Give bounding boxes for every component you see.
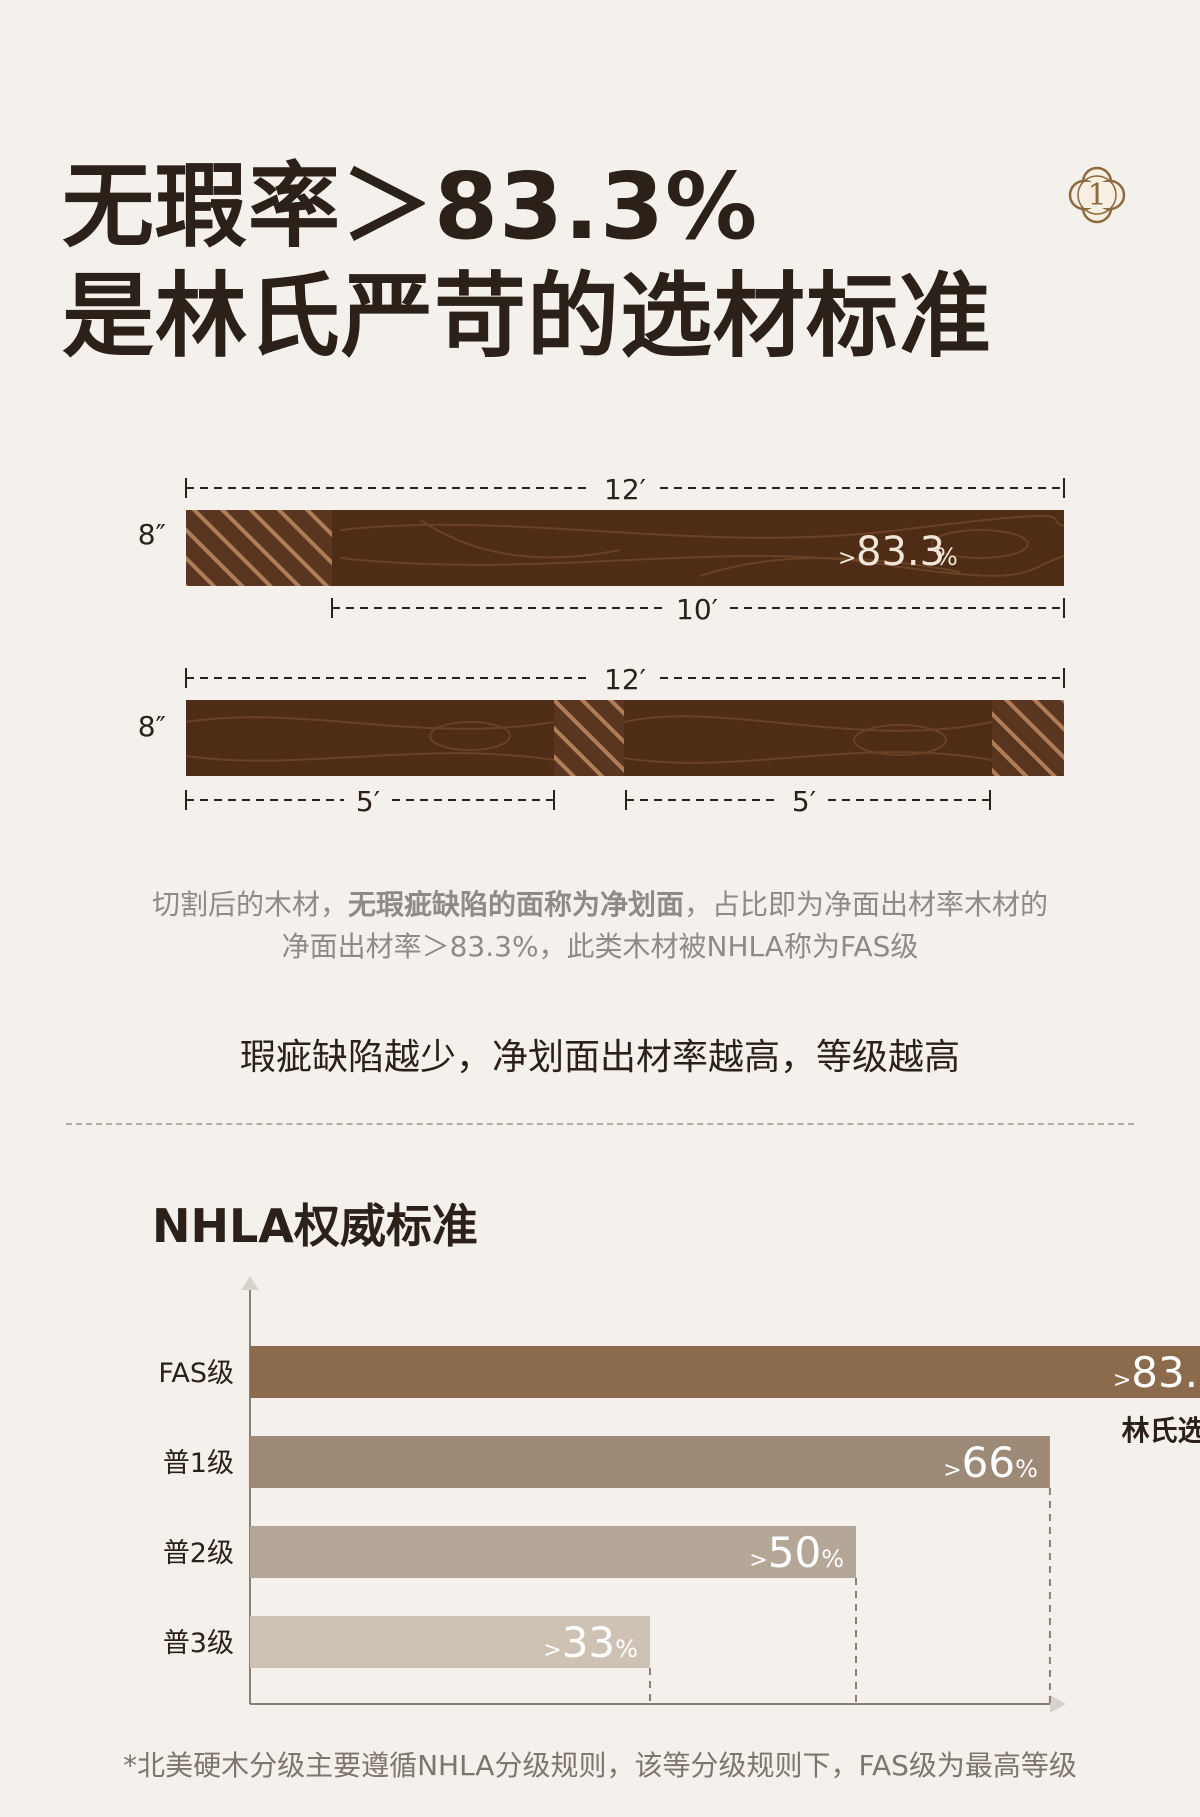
subheading: 瑕疵缺陷越少，净划面出材率越高，等级越高: [239, 1037, 960, 1078]
board1-rate-value: 83.3: [856, 529, 945, 575]
category-label-2: 普2级: [163, 1538, 234, 1569]
board2-segment2-dimension: 5′: [625, 785, 991, 818]
page-title: 无瑕率＞83.3% 是林氏严苛的选材标准: [62, 152, 992, 372]
badge-flower-icon: [1068, 166, 1126, 224]
bar-1: [250, 1436, 1050, 1488]
board2-wood: [186, 700, 1064, 776]
value-prefix-3: >: [543, 1638, 561, 1663]
category-label-0: FAS级: [158, 1358, 234, 1389]
caption-bold: 无瑕疵缺陷的面称为净划面: [347, 888, 684, 921]
section-title: NHLA权威标准: [152, 1199, 478, 1253]
board1-length-label: 12′: [604, 473, 646, 506]
board-2: 12′ 8″ 5′ 5′: [138, 663, 1065, 818]
value-number-2: 50: [768, 1528, 821, 1577]
value-unit-3: %: [615, 1635, 638, 1663]
board1-length-dimension: 12′: [185, 473, 1065, 506]
value-label-1: >66%: [943, 1438, 1038, 1487]
board2-segment1-dimension: 5′: [185, 785, 555, 818]
board-1: 12′ 8″ > 83.3 % 10′: [138, 473, 1065, 626]
value-prefix-1: >: [943, 1458, 961, 1483]
board2-defect-end: [992, 700, 1064, 776]
value-label-0: >83.3%: [1113, 1348, 1200, 1397]
caption-line-1: 切割后的木材，无瑕疵缺陷的面称为净划面，占比即为净面出材率木材的: [60, 884, 1140, 926]
board1-rate-prefix: >: [838, 546, 856, 571]
caption-part-1: 切割后的木材，: [151, 888, 348, 921]
board1-width-label: 8″: [138, 518, 166, 551]
nhla-grade-chart: FAS级 >83.3% 林氏选择普1级 >66% 普2级 >50% 普3级 >33%: [158, 1276, 1200, 1713]
value-unit-1: %: [1015, 1455, 1038, 1483]
x-axis-arrow: [1050, 1695, 1066, 1713]
board1-grain: [339, 515, 1065, 577]
value-number-1: 66: [962, 1438, 1015, 1487]
board1-clear-length-label: 10′: [676, 593, 718, 626]
board1-defect-area: [186, 510, 332, 586]
board2-segment2-label: 5′: [792, 785, 816, 818]
highlight-label: 林氏选择: [1122, 1414, 1200, 1447]
category-label-3: 普3级: [163, 1628, 234, 1659]
value-prefix-0: >: [1113, 1368, 1131, 1393]
bar-3: [250, 1616, 650, 1668]
value-number-3: 33: [562, 1618, 615, 1667]
y-axis-arrow: [241, 1276, 259, 1290]
value-unit-2: %: [821, 1545, 844, 1573]
board2-segment1-label: 5′: [356, 785, 380, 818]
board2-width-label: 8″: [138, 710, 166, 743]
explanation-caption: 切割后的木材，无瑕疵缺陷的面称为净划面，占比即为净面出材率木材的 净面出材率＞8…: [60, 884, 1140, 968]
board2-length-dimension: 12′: [185, 663, 1065, 696]
caption-part-2: ，占比即为净面出材率木材的: [684, 888, 1049, 921]
lumber-diagram: 12′ 8″ > 83.3 % 10′ 12′: [138, 473, 1065, 818]
title-line-2: 是林氏严苛的选材标准: [62, 263, 993, 370]
badge-number: 1: [1087, 177, 1107, 213]
value-prefix-2: >: [749, 1548, 767, 1573]
bar-0: [250, 1346, 1200, 1398]
caption-line-2: 净面出材率＞83.3%，此类木材被NHLA称为FAS级: [281, 930, 919, 963]
value-label-3: >33%: [543, 1618, 638, 1667]
board2-length-label: 12′: [604, 663, 646, 696]
bar-2: [250, 1526, 856, 1578]
board1-clear-dimension: 10′: [331, 593, 1065, 626]
board1-rate-unit: %: [935, 543, 958, 571]
section-number-badge: 1: [1062, 160, 1132, 230]
board2-grain: [185, 715, 993, 764]
title-line-1: 无瑕率＞83.3%: [62, 153, 759, 260]
footnote: *北美硬木分级主要遵循NHLA分级规则，该等分级规则下，FAS级为最高等级: [123, 1749, 1077, 1782]
value-number-0: 83.3: [1131, 1348, 1200, 1397]
category-label-1: 普1级: [163, 1448, 234, 1479]
board1-wood: [186, 510, 1064, 586]
value-label-2: >50%: [749, 1528, 844, 1577]
board2-defect-middle: [554, 700, 624, 776]
section-divider: [66, 1123, 1134, 1125]
